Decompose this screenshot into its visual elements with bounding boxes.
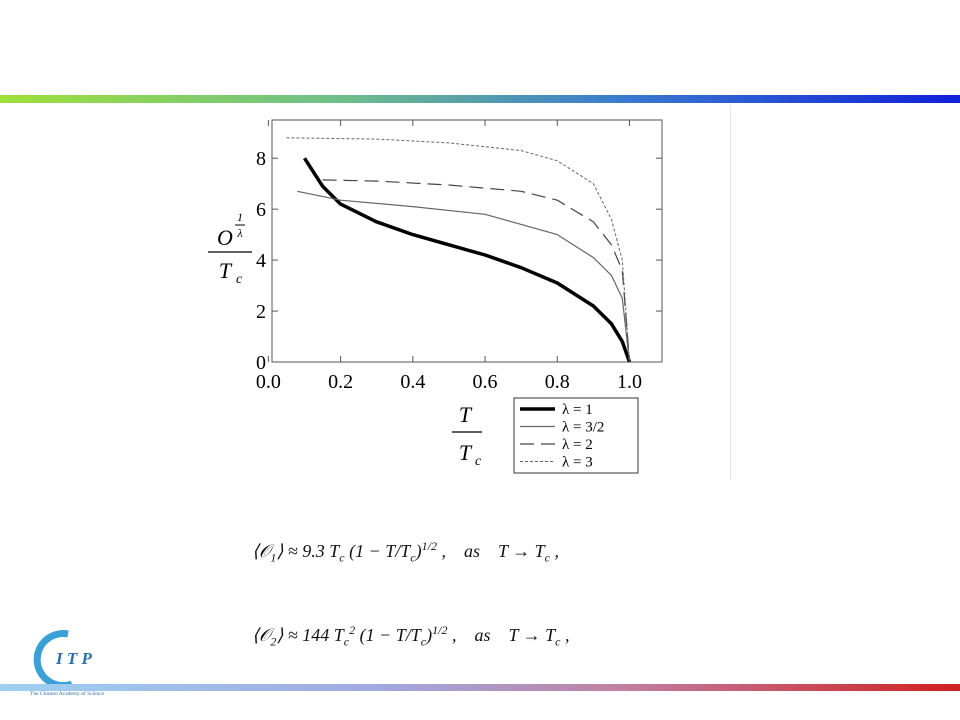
formula-part: (1 − T/T	[355, 625, 421, 645]
formula-part: , as T → T	[436, 541, 545, 561]
x-tick-label: 0.0	[256, 371, 281, 393]
top-bar	[0, 95, 960, 103]
x-tick-label: 0.8	[545, 371, 570, 393]
bottom-bar	[0, 684, 960, 691]
formula-part: 2	[270, 634, 277, 649]
formula-part: ,	[560, 625, 570, 645]
legend-label: λ = 3/2	[562, 420, 604, 436]
logo-letters: I T P	[55, 649, 93, 668]
x-label-t: T	[459, 402, 473, 427]
formula-part: 1	[270, 550, 277, 565]
formula-part: ,	[550, 541, 560, 561]
formula-part: c	[410, 550, 416, 565]
divider	[730, 105, 731, 480]
x-tick-label: 1.0	[617, 371, 642, 393]
y-label: O 1 λ T c	[208, 210, 252, 287]
formula-part: c	[420, 634, 427, 649]
formula-part: ⟩ ≈ 9.3 T	[276, 541, 340, 561]
formula-part: c	[544, 550, 550, 565]
y-tick-label: 4	[256, 250, 266, 272]
formula: ⟨𝒪2⟩ ≈ 144 Tc2 (1 − T/Tc)1/2 , as T → Tc…	[252, 602, 570, 650]
plot-frame	[271, 119, 663, 363]
formula-part: , as T → T	[447, 625, 556, 645]
formula-part: )	[426, 625, 433, 645]
x-tick-label: 0.6	[473, 371, 498, 393]
series-line	[303, 157, 632, 363]
logo-caption: The Chinese Academy of Science	[30, 690, 105, 697]
x-tick-label: 0.2	[328, 371, 353, 393]
x-tick-label: 0.4	[400, 371, 425, 393]
formula-part: c	[555, 634, 561, 649]
series-line	[297, 190, 631, 363]
legend-label: λ = 1	[562, 402, 593, 418]
formula-part: )	[415, 541, 422, 561]
x-label: T T c	[452, 402, 482, 469]
y-label-sub: c	[236, 272, 243, 287]
x-label-t: T	[459, 440, 473, 465]
y-label-exp-den: λ	[236, 226, 242, 240]
formula-part: 2	[349, 623, 356, 637]
x-label-sub: c	[475, 454, 482, 469]
y-label-exp-num: 1	[237, 210, 243, 224]
y-tick-label: 2	[256, 301, 266, 323]
formula: ⟨𝒪1⟩ ≈ 9.3 Tc (1 − T/Tc)1/2 , as T → Tc …	[252, 518, 559, 566]
series-line	[322, 179, 631, 363]
legend-label: λ = 3	[562, 455, 593, 471]
chart: O 1 λ T c T T c 0 2 4 6 8 0.0 0.2 0.4 0.6 0.8 1.0 λ…	[208, 119, 663, 474]
formula-part: ⟨𝒪	[252, 625, 271, 645]
formula-part: 1/2	[421, 539, 437, 553]
series-line	[286, 137, 630, 363]
y-tick-label: 6	[256, 199, 266, 221]
formula-part: (1 − T/T	[344, 541, 411, 561]
legend-label: λ = 2	[562, 437, 593, 453]
y-label-o: O	[217, 225, 233, 250]
formula-part: c	[339, 550, 345, 565]
formula-part: ⟩ ≈ 144 T	[276, 625, 344, 645]
y-tick-label: 0	[256, 352, 266, 374]
formula-part: c	[343, 634, 350, 649]
y-label-t: T	[219, 258, 233, 283]
y-tick-label: 8	[256, 148, 266, 170]
formula-part: 1/2	[432, 623, 448, 637]
formula-part: ⟨𝒪	[252, 541, 271, 561]
